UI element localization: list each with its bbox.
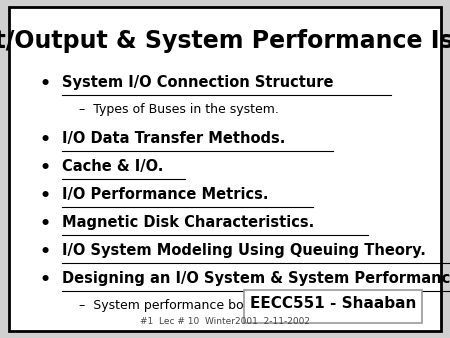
- Text: I/O Performance Metrics.: I/O Performance Metrics.: [62, 187, 269, 202]
- Text: System I/O Connection Structure: System I/O Connection Structure: [62, 75, 333, 90]
- Text: •: •: [40, 75, 51, 93]
- Text: #1  Lec # 10  Winter2001  2-11-2002: #1 Lec # 10 Winter2001 2-11-2002: [140, 317, 310, 326]
- Text: I/O Data Transfer Methods.: I/O Data Transfer Methods.: [62, 131, 285, 146]
- Text: –  Types of Buses in the system.: – Types of Buses in the system.: [79, 103, 279, 116]
- FancyBboxPatch shape: [244, 290, 422, 323]
- Text: •: •: [40, 271, 51, 289]
- Text: Magnetic Disk Characteristics.: Magnetic Disk Characteristics.: [62, 215, 315, 230]
- Text: •: •: [40, 243, 51, 261]
- Text: •: •: [40, 187, 51, 205]
- Text: •: •: [40, 159, 51, 177]
- Text: Designing an I/O System & System Performance:: Designing an I/O System & System Perform…: [62, 271, 450, 286]
- Text: –  System performance bottleneck.: – System performance bottleneck.: [79, 299, 298, 312]
- Text: EECC551 - Shaaban: EECC551 - Shaaban: [250, 296, 416, 311]
- Text: •: •: [40, 131, 51, 149]
- Text: Input/Output & System Performance Issues: Input/Output & System Performance Issues: [0, 29, 450, 53]
- Text: Cache & I/O.: Cache & I/O.: [62, 159, 163, 174]
- Text: •: •: [40, 215, 51, 233]
- Text: I/O System Modeling Using Queuing Theory.: I/O System Modeling Using Queuing Theory…: [62, 243, 426, 258]
